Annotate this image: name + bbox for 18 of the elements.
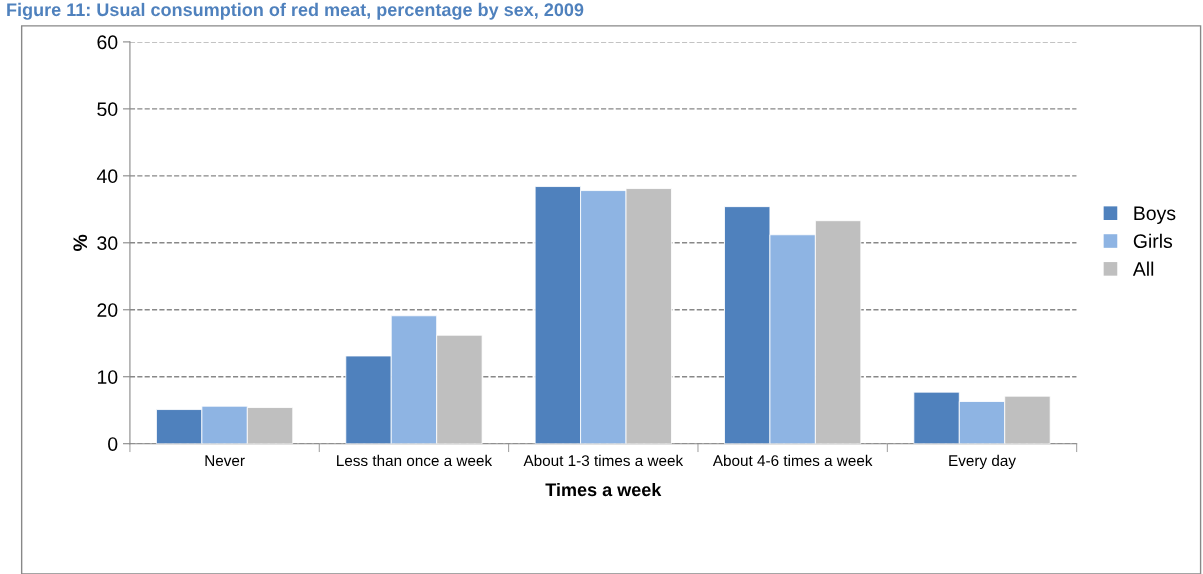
x-tick-label: About 4-6 times a week <box>712 454 873 467</box>
legend-label: Girls <box>1133 233 1173 249</box>
x-axis-title: Times a week <box>545 482 662 497</box>
x-tick-label: About 1-3 times a week <box>523 454 684 467</box>
legend-label: All <box>1132 261 1154 276</box>
x-tick-label: Less than once a week <box>337 454 493 467</box>
x-tick-label: Never <box>205 455 245 467</box>
y-tick-label: 60 <box>97 35 118 50</box>
y-tick-label: 20 <box>97 303 118 318</box>
y-axis-title: % <box>73 234 88 251</box>
x-tick-label: Every day <box>949 454 1016 470</box>
y-tick-label: 10 <box>97 370 118 384</box>
y-tick-label: 30 <box>97 236 118 251</box>
y-tick-label: 50 <box>97 102 118 117</box>
y-tick-label: 40 <box>96 169 118 184</box>
chart-title: Figure 11: Usual consumption of red meat, percentage by sex, 2009 <box>7 2 584 20</box>
legend-label: Boys <box>1134 206 1176 225</box>
y-tick-label: 0 <box>108 437 118 451</box>
